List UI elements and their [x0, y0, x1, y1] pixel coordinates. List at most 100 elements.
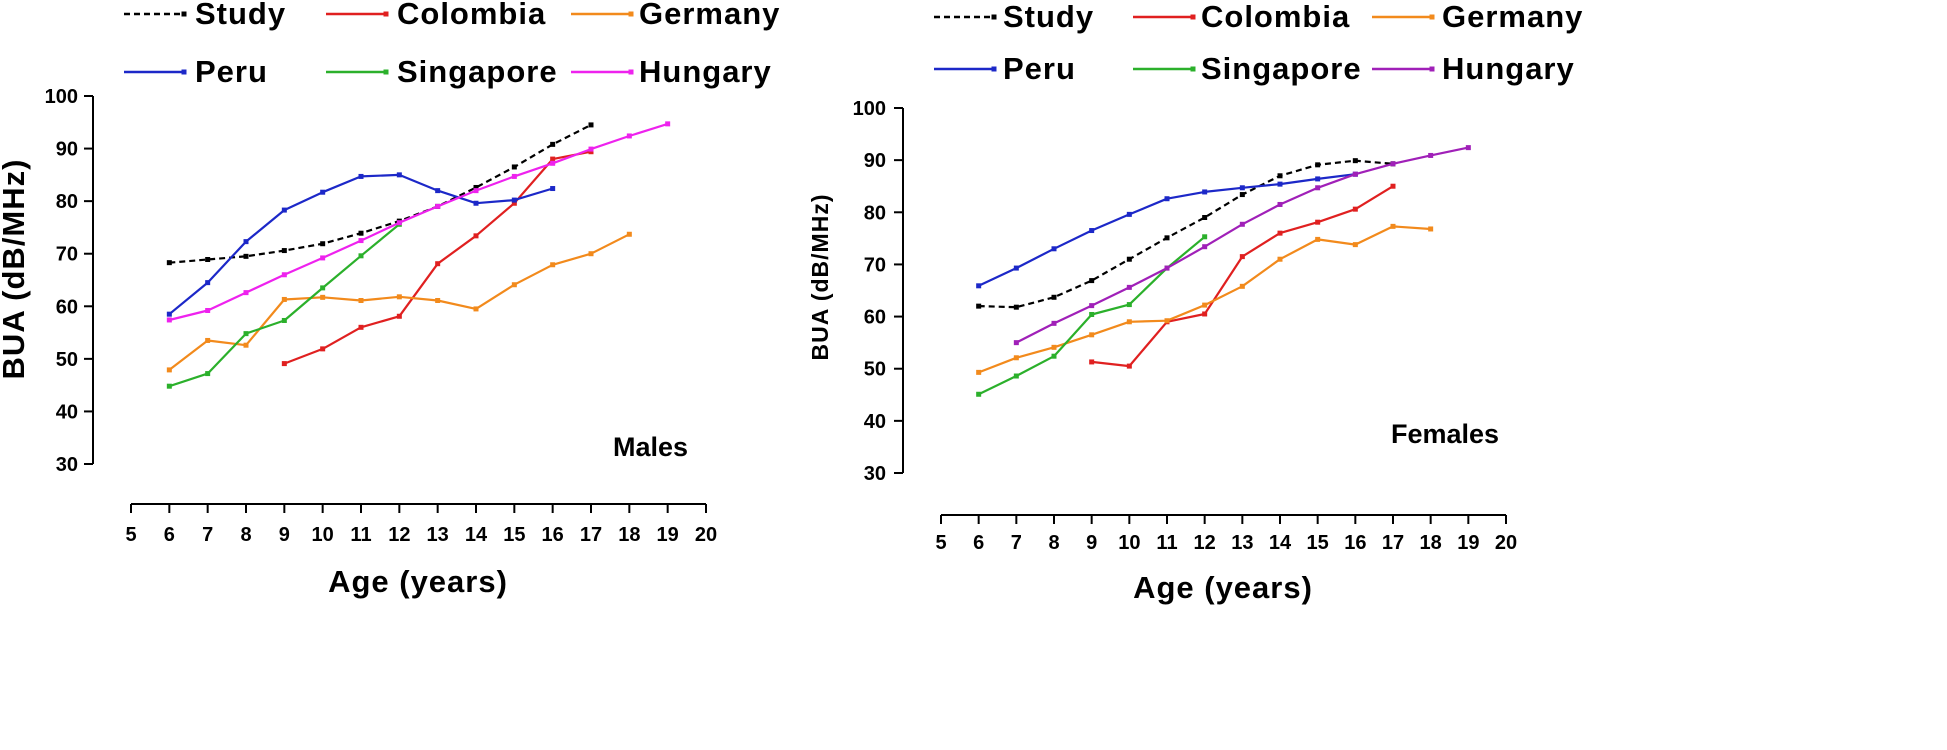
data-point-singapore	[1126, 302, 1132, 308]
x-tick-label: 18	[1420, 532, 1442, 554]
x-tick-label: 16	[1344, 532, 1366, 554]
data-point-colombia	[511, 200, 517, 206]
data-point-germany	[166, 367, 172, 373]
data-point-hungary	[1164, 265, 1170, 271]
data-point-study	[1164, 235, 1170, 241]
y-tick-label: 100	[853, 98, 886, 120]
data-point-hungary	[1126, 284, 1132, 290]
data-point-study	[1352, 158, 1358, 164]
data-point-germany	[243, 342, 249, 348]
legend-marker-hungary	[628, 69, 634, 75]
data-point-study	[358, 230, 364, 236]
data-point-singapore	[281, 317, 287, 323]
x-tick-label: 9	[1086, 532, 1097, 554]
data-point-hungary	[1202, 244, 1208, 250]
legend-entry-peru: Peru	[124, 54, 267, 89]
data-point-germany	[550, 262, 556, 268]
data-point-hungary	[435, 203, 441, 209]
females-series	[976, 145, 1471, 397]
x-tick-label: 16	[542, 524, 564, 546]
legend-label-peru: Peru	[1003, 51, 1076, 86]
x-tick-label: 10	[1118, 532, 1140, 554]
males-panel-label: Males	[613, 432, 688, 462]
data-point-colombia	[1315, 219, 1321, 225]
data-point-study	[976, 303, 982, 309]
data-point-hungary	[1428, 152, 1434, 158]
data-point-singapore	[1202, 234, 1208, 240]
x-tick-label: 10	[312, 524, 334, 546]
data-point-hungary	[1239, 221, 1245, 227]
legend-marker-hungary	[1429, 66, 1435, 72]
x-tick-label: 13	[427, 524, 449, 546]
x-tick-label: 7	[202, 524, 213, 546]
data-point-hungary	[1465, 145, 1471, 151]
x-tick-label: 9	[279, 524, 290, 546]
legend-marker-study	[181, 11, 187, 17]
data-point-study	[1051, 294, 1057, 300]
data-point-germany	[473, 306, 479, 312]
data-point-germany	[626, 231, 632, 237]
legend-entry-germany: Germany	[1372, 0, 1582, 34]
legend-entry-singapore: Singapore	[1133, 51, 1362, 86]
data-point-colombia	[1202, 311, 1208, 317]
legend-entry-hungary: Hungary	[571, 54, 772, 89]
x-tick-label: 15	[503, 524, 525, 546]
data-point-germany	[1051, 344, 1057, 350]
data-point-germany	[435, 298, 441, 304]
series-line-hungary	[169, 122, 669, 322]
data-point-study	[1013, 304, 1019, 310]
y-tick-label: 30	[864, 463, 886, 485]
data-point-peru	[1013, 265, 1019, 271]
legend-marker-germany	[1429, 14, 1435, 20]
data-point-study	[1315, 162, 1321, 168]
data-point-singapore	[243, 331, 249, 337]
data-point-colombia	[281, 361, 287, 367]
data-point-singapore	[205, 371, 211, 377]
data-point-peru	[511, 197, 517, 203]
y-tick-label: 70	[864, 254, 886, 276]
data-point-study	[588, 122, 594, 128]
data-point-peru	[166, 311, 172, 317]
legend-marker-colombia	[383, 11, 389, 17]
males-legend: Study Colombia Germany Peru Singapore Hu…	[124, 0, 780, 89]
data-point-hungary	[358, 238, 364, 244]
legend-label-colombia: Colombia	[1201, 0, 1350, 34]
data-point-colombia	[1390, 183, 1396, 189]
x-tick-label: 18	[618, 524, 640, 546]
females-x-axis-title: Age (years)	[1133, 570, 1313, 605]
data-point-peru	[1315, 176, 1321, 182]
data-point-hungary	[1315, 185, 1321, 191]
data-point-colombia	[550, 156, 556, 162]
data-point-study	[1202, 215, 1208, 220]
legend-marker-germany	[628, 11, 634, 17]
series-line-study	[978, 159, 1394, 309]
legend-entry-colombia: Colombia	[1133, 0, 1350, 34]
data-point-peru	[976, 283, 982, 289]
data-point-germany	[320, 294, 326, 300]
y-tick-label: 40	[864, 411, 886, 433]
data-point-peru	[1202, 189, 1208, 195]
y-tick-label: 60	[56, 296, 78, 318]
females-x-ticks: 5 6 7 8 9 10 11 12 13 14 15 16 17 18 19 20	[935, 515, 1517, 554]
data-point-peru	[1239, 185, 1245, 191]
x-tick-label: 12	[388, 524, 410, 546]
males-x-ticks: 5 6 7 8 9 10 11 12 13 14 15 16 17 18 19 20	[125, 504, 717, 546]
data-point-peru	[1089, 228, 1095, 234]
data-point-hungary	[1277, 201, 1283, 207]
legend-entry-hungary: Hungary	[1372, 51, 1574, 86]
series-line-study	[169, 123, 592, 264]
legend-entry-singapore: Singapore	[326, 54, 558, 89]
legend-label-germany: Germany	[639, 0, 780, 31]
legend-label-singapore: Singapore	[1201, 51, 1362, 86]
legend-label-hungary: Hungary	[639, 54, 772, 89]
series-line-colombia	[283, 150, 592, 365]
data-point-hungary	[588, 146, 594, 152]
data-point-singapore	[1051, 353, 1057, 359]
data-point-germany	[1239, 283, 1245, 289]
y-tick-label: 80	[56, 191, 78, 213]
legend-label-study: Study	[1003, 0, 1094, 34]
data-point-colombia	[396, 313, 402, 319]
legend-label-singapore: Singapore	[397, 54, 558, 89]
data-point-study	[281, 248, 287, 254]
data-point-hungary	[1089, 303, 1095, 309]
